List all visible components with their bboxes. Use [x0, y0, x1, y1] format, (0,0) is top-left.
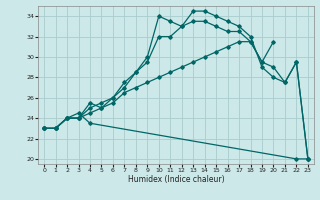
X-axis label: Humidex (Indice chaleur): Humidex (Indice chaleur)	[128, 175, 224, 184]
